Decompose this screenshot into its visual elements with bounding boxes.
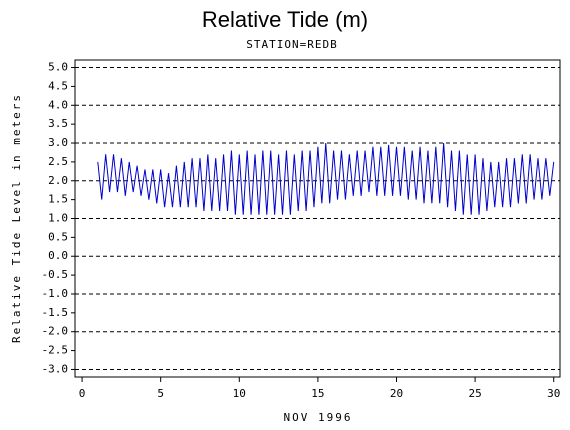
y-tick-label: -2.5 — [42, 344, 69, 357]
tide-line — [97, 142, 555, 215]
y-tick-label: -3.0 — [42, 362, 69, 375]
y-tick-label: 4.0 — [48, 98, 68, 111]
y-tick-label: 1.5 — [48, 193, 68, 206]
x-tick-label: 0 — [79, 387, 86, 400]
x-tick-label: 5 — [157, 387, 164, 400]
y-tick-label: -1.5 — [42, 306, 69, 319]
y-tick-label: -1.0 — [42, 287, 69, 300]
y-tick-label: 2.5 — [48, 155, 68, 168]
chart-title: Relative Tide (m) — [202, 7, 368, 32]
y-axis-label: Relative Tide Level in meters — [10, 93, 23, 343]
y-tick-label: -2.0 — [42, 325, 69, 338]
y-tick-label: 3.0 — [48, 136, 68, 149]
y-tick-label: 2.0 — [48, 174, 68, 187]
y-tick-label: 5.0 — [48, 61, 68, 74]
x-axis-label: NOV 1996 — [284, 411, 353, 424]
x-tick-label: 25 — [468, 387, 481, 400]
y-tick-label: 0.5 — [48, 230, 68, 243]
x-tick-label: 20 — [390, 387, 403, 400]
x-tick-label: 15 — [311, 387, 324, 400]
y-tick-label: 4.5 — [48, 79, 68, 92]
y-tick-label: 3.5 — [48, 117, 68, 130]
y-tick-label: 1.0 — [48, 212, 68, 225]
x-tick-label: 10 — [233, 387, 246, 400]
y-tick-label: 0.0 — [48, 249, 68, 262]
x-tick-label: 30 — [547, 387, 560, 400]
chart-subtitle: STATION=REDB — [246, 38, 337, 51]
y-tick-label: -0.5 — [42, 268, 69, 281]
